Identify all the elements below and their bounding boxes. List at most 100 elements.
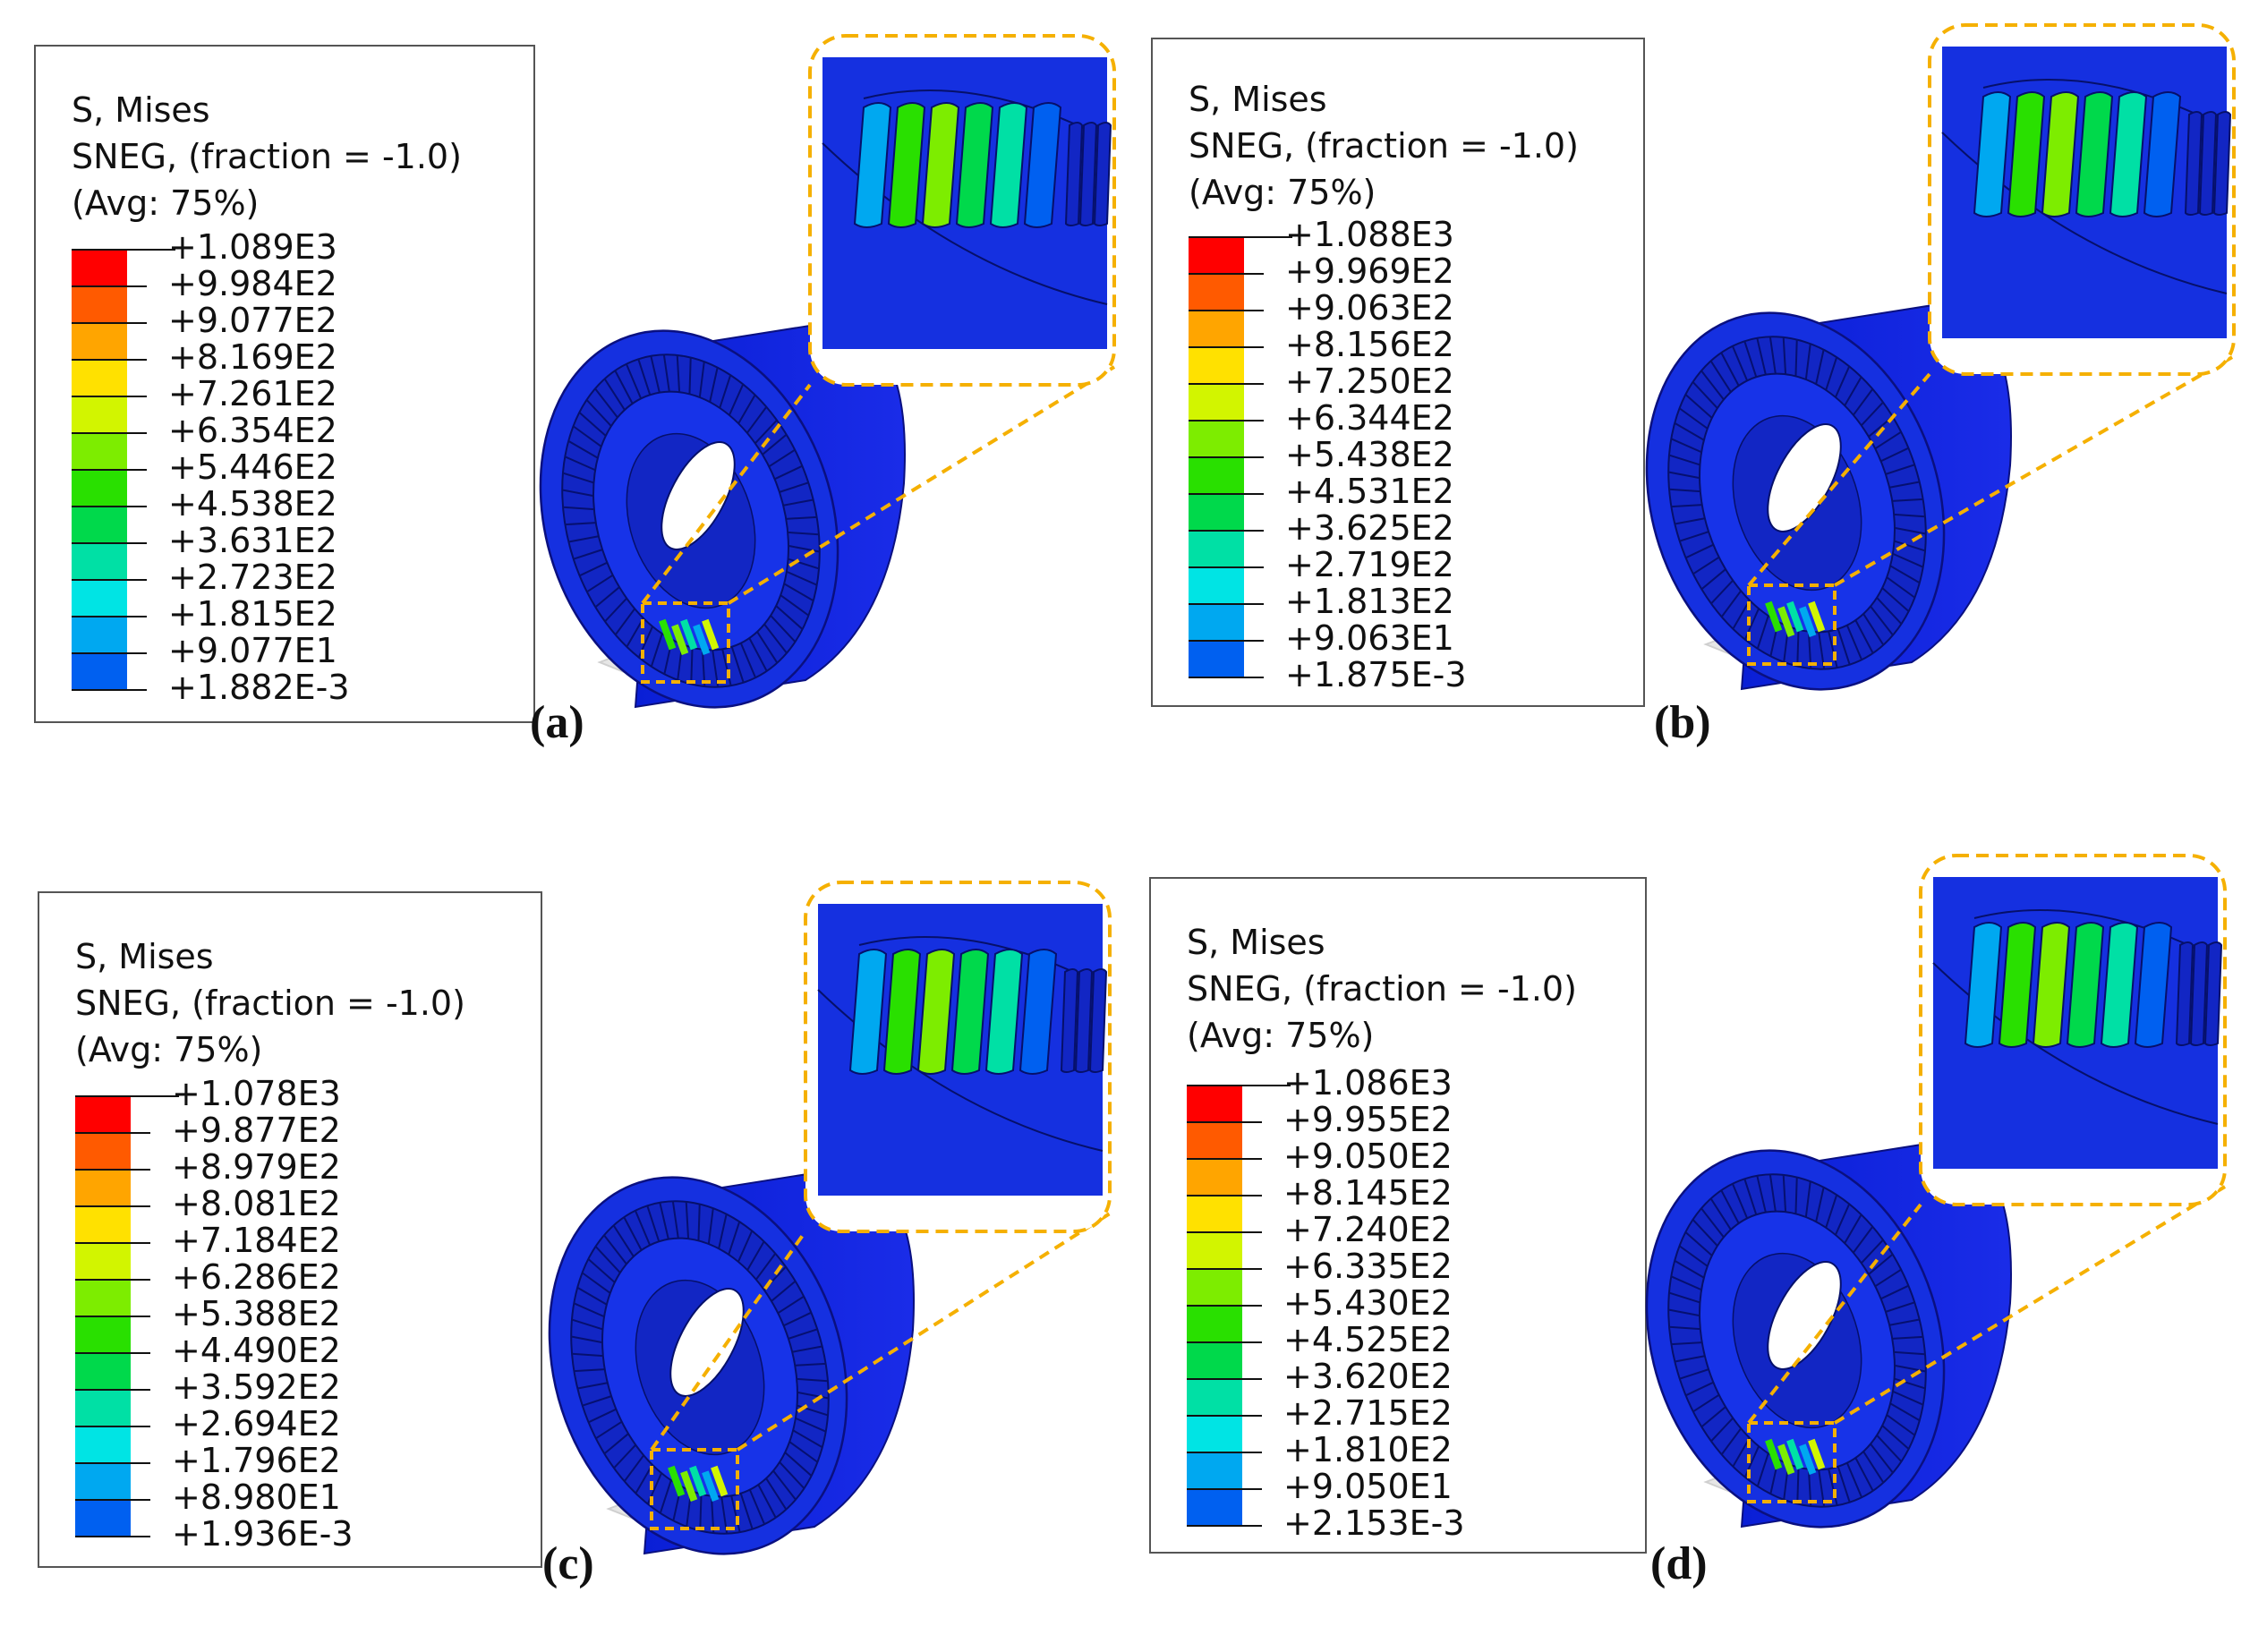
legend-value-label: +9.077E1 [168,631,337,670]
legend-tick [72,689,147,691]
color-swatch [1187,1231,1242,1268]
color-swatch [72,616,127,652]
legend-value-label: +9.969E2 [1285,251,1454,291]
legend-tick [75,1426,150,1427]
panel-label: (b) [1654,697,1711,748]
legend-tick [1187,1268,1262,1270]
color-swatch [1189,383,1244,420]
color-swatch [72,432,127,469]
legend-value-label: +5.438E2 [1285,435,1454,474]
legend-title-line: (Avg: 75%) [75,1030,263,1069]
legend-tick [1189,273,1264,275]
legend-value-label: +8.169E2 [168,337,337,377]
legend-tick [1187,1341,1262,1343]
legend-title-line: (Avg: 75%) [1187,1016,1375,1055]
color-swatch [75,1205,131,1242]
color-swatch [1187,1158,1242,1195]
color-scale-bar [1187,1085,1242,1525]
zoom-inset [808,34,1116,387]
legend-tick [75,1205,150,1207]
legend-value-label: +1.815E2 [168,594,337,634]
color-swatch [72,285,127,322]
color-swatch [1187,1415,1242,1452]
panel-label: (d) [1650,1538,1708,1589]
legend-value-label: +8.979E2 [172,1147,341,1187]
legend-value-label: +9.050E1 [1283,1467,1453,1506]
legend-value-label: +1.810E2 [1283,1430,1453,1469]
wheel [1645,302,2012,691]
legend-value-label: +1.089E3 [168,227,337,267]
zoom-inset [1919,854,2227,1206]
legend-value-label: +5.446E2 [168,447,337,487]
color-swatch [75,1279,131,1316]
color-swatch [1187,1488,1242,1525]
legend-tick [75,1242,150,1244]
legend-value-label: +9.050E2 [1283,1137,1453,1176]
legend-value-label: +2.719E2 [1285,545,1454,584]
legend-value-label: +6.344E2 [1285,398,1454,438]
legend-tick [1187,1488,1262,1490]
panel-label: (c) [542,1538,594,1589]
wheel [1645,1140,2012,1529]
legend-tick [72,249,175,251]
legend-tick [75,1132,150,1134]
legend-tick [72,432,147,434]
legend-value-label: +8.145E2 [1283,1173,1453,1213]
legend-value-label: +6.335E2 [1283,1247,1453,1286]
panel-b: S, Mises SNEG, (fraction = -1.0) (Avg: 75%… [1133,0,2266,805]
tire-fea-model [539,34,1116,709]
legend-value-label: +5.388E2 [172,1294,341,1333]
color-swatch [1189,603,1244,640]
legend-value-label: +9.877E2 [172,1111,341,1150]
legend-value-label: +1.078E3 [172,1074,341,1113]
legend-tick [1189,236,1292,238]
wheel [539,320,906,709]
legend-value-label: +9.984E2 [168,264,337,303]
legend-tick [72,579,147,581]
legend-tick [1187,1452,1262,1453]
legend-title-line: SNEG, (fraction = -1.0) [1187,969,1577,1009]
panel-c: S, Mises SNEG, (fraction = -1.0) (Avg: 75%… [0,847,1133,1652]
color-swatch [75,1389,131,1426]
color-swatch [72,322,127,359]
legend-value-label: +4.490E2 [172,1331,341,1370]
color-swatch [1187,1452,1242,1488]
legend-value-label: +9.955E2 [1283,1100,1453,1139]
legend-tick [72,469,147,471]
legend-tick [72,285,147,287]
legend-title-line: S, Mises [75,937,214,976]
legend-title-line: SNEG, (fraction = -1.0) [72,137,462,176]
color-scale-bar [75,1095,131,1536]
legend-value-label: +8.980E1 [172,1477,341,1517]
legend-value-label: +6.286E2 [172,1257,341,1297]
color-swatch [1189,493,1244,530]
legend-tick [1189,640,1264,642]
color-swatch [1189,640,1244,677]
legend-title-line: (Avg: 75%) [72,183,260,223]
color-swatch [1189,530,1244,566]
legend-title-line: S, Mises [1187,923,1325,962]
legend-title-line: SNEG, (fraction = -1.0) [75,984,465,1023]
color-swatch [75,1242,131,1279]
legend-title-line: S, Mises [1189,80,1327,119]
panel-d: S, Mises SNEG, (fraction = -1.0) (Avg: 75%… [1133,847,2266,1652]
color-swatch [1189,346,1244,383]
stress-legend: S, Mises SNEG, (fraction = -1.0) (Avg: 75%… [34,45,535,723]
color-swatch [72,506,127,542]
legend-tick [75,1095,179,1097]
legend-tick [75,1169,150,1171]
color-swatch [1187,1341,1242,1378]
color-swatch [1189,236,1244,273]
color-swatch [75,1316,131,1352]
color-swatch [75,1095,131,1132]
legend-value-label: +1.936E-3 [172,1514,354,1554]
legend-tick [1189,677,1264,678]
legend-tick [1187,1085,1291,1086]
legend-tick [1189,603,1264,605]
legend-tick [72,322,147,324]
legend-tick [1189,493,1264,495]
legend-tick [1189,530,1264,532]
legend-value-label: +7.184E2 [172,1221,341,1260]
legend-value-label: +1.882E-3 [168,668,350,707]
color-swatch [75,1352,131,1389]
